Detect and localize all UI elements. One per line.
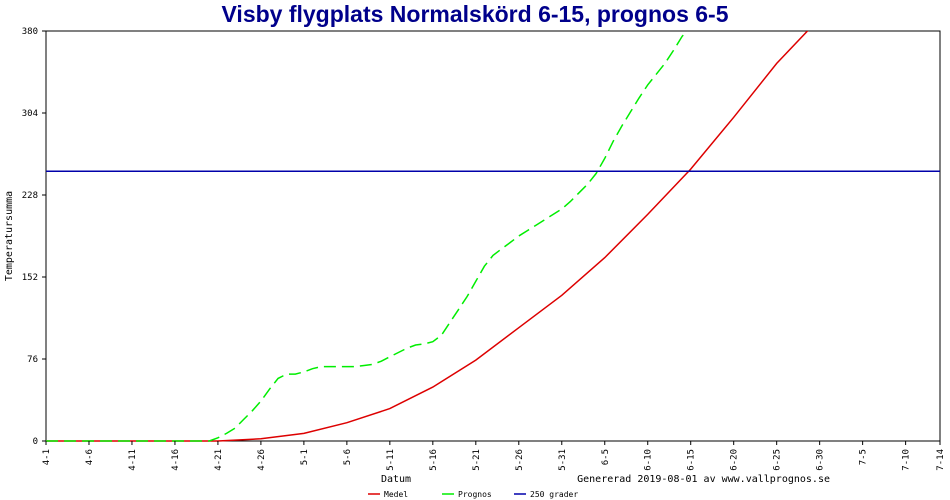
series-group	[46, 31, 940, 442]
x-tick-label: 7-5	[859, 449, 869, 465]
x-tick-label: 7-10	[902, 449, 912, 471]
legend-label: Medel	[384, 490, 408, 499]
axes	[45, 30, 941, 442]
series-line-prognos	[46, 31, 688, 442]
x-tick-label: 4-21	[214, 449, 224, 471]
y-tick-label: 380	[22, 27, 38, 37]
x-tick-label: 5-21	[472, 449, 482, 471]
y-tick-label: 228	[22, 191, 38, 201]
x-tick-label: 5-6	[343, 449, 353, 465]
ticks: 0 76 152 228 304 380 4-1 4-6 4-11 4-16 4-21 4-26 5-1…	[22, 27, 946, 471]
chart-title: Visby flygplats Normalskörd 6-15, progno…	[221, 1, 729, 27]
y-tick-label: 76	[27, 355, 38, 365]
y-tick-label: 152	[22, 273, 38, 283]
x-tick-label: 5-1	[300, 449, 310, 465]
x-tick-label: 5-31	[558, 449, 568, 471]
x-tick-label: 4-11	[128, 449, 138, 471]
series-line-medel	[46, 31, 809, 442]
legend-label: Prognos	[458, 490, 492, 499]
x-tick-label: 7-14	[936, 449, 946, 471]
y-tick-label: 0	[33, 437, 38, 447]
x-tick-label: 6-20	[730, 449, 740, 471]
x-tick-label: 6-15	[687, 449, 697, 471]
x-tick-label: 6-5	[601, 449, 611, 465]
x-tick-label: 4-16	[171, 449, 181, 471]
x-tick-label: 4-1	[42, 449, 52, 465]
x-axis-label: Datum	[381, 474, 411, 485]
x-tick-label: 6-25	[773, 449, 783, 471]
x-tick-label: 5-26	[515, 449, 525, 471]
y-tick-label: 304	[22, 109, 38, 119]
x-tick-label: 5-11	[386, 449, 396, 471]
legend-label: 250 grader	[530, 490, 578, 499]
y-axis-label: Temperatursumma	[4, 191, 15, 281]
x-tick-label: 6-30	[816, 449, 826, 471]
x-tick-label: 4-6	[85, 449, 95, 465]
legend: Medel Prognos 250 grader	[368, 490, 578, 499]
x-tick-label: 5-16	[429, 449, 439, 471]
x-tick-label: 4-26	[257, 449, 267, 471]
x-tick-label: 6-10	[644, 449, 654, 471]
footer-credit: Genererad 2019-08-01 av www.vallprognos.…	[577, 474, 830, 485]
plot-frame	[45, 30, 941, 442]
